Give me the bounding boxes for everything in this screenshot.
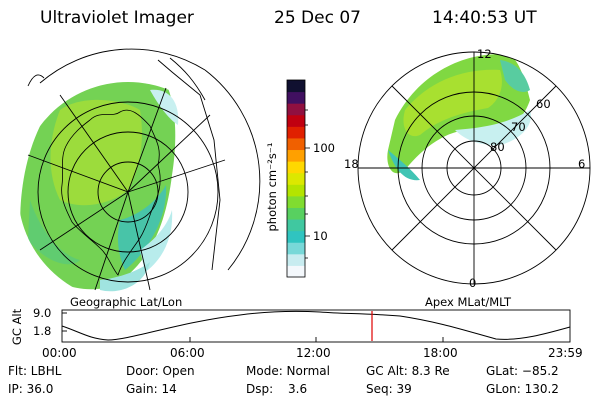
colorbar-swatch (287, 242, 305, 255)
mlt-label-0: 0 (469, 276, 477, 290)
mlat-label-80: 80 (490, 140, 505, 154)
gain-info: Gain: 14 (126, 382, 177, 396)
alt-xtick-0600: 06:00 (170, 346, 205, 360)
uv-image-magnetic (387, 54, 531, 181)
mlat-label-70: 70 (511, 120, 526, 134)
colorbar-swatch (287, 149, 305, 162)
alt-xtick-0000: 00:00 (42, 346, 77, 360)
colorbar-swatch (287, 114, 305, 127)
geographic-map (20, 48, 261, 292)
colorbar-swatch (287, 219, 305, 232)
seq-info: Seq: 39 (366, 382, 412, 396)
colorbar-swatch (287, 265, 305, 278)
colorbar-tick-10: 10 (313, 229, 328, 243)
mlat-label-60: 60 (536, 97, 551, 111)
colorbar-unit-label: photon cm⁻²s⁻¹ (265, 142, 279, 232)
colorbar-swatch (287, 230, 305, 243)
mlt-label-12: 12 (477, 47, 492, 61)
glon-info: GLon: 130.2 (486, 382, 559, 396)
colorbar-swatch (287, 137, 305, 151)
dsp-label: Dsp: (246, 382, 274, 396)
observation-time: 14:40:53 UT (432, 8, 537, 28)
mode-info: Mode: Normal (246, 364, 330, 378)
alt-plot-ylabel: GC Alt (10, 308, 24, 346)
alt-xtick-1800: 18:00 (423, 346, 458, 360)
colorbar-swatch (287, 103, 305, 116)
colorbar-swatch (287, 80, 305, 93)
dsp-value: 3.6 (288, 382, 308, 396)
altitude-curve (61, 310, 571, 341)
colorbar-swatch (287, 126, 305, 139)
filter-info: Flt: LBHL (8, 364, 62, 378)
colorbar-swatch (287, 172, 305, 185)
observation-date: 25 Dec 07 (274, 8, 361, 28)
mlt-label-18: 18 (344, 157, 359, 171)
instrument-title: Ultraviolet Imager (40, 8, 194, 28)
colorbar-swatch (287, 161, 305, 174)
alt-xtick-2359: 23:59 (548, 346, 583, 360)
mlt-label-6: 6 (578, 157, 586, 171)
magnetic-caption: Apex MLat/MLT (425, 295, 512, 309)
gc-alt-info: GC Alt: 8.3 Re (366, 364, 450, 378)
alt-ytick-1-8: 1.8 (33, 324, 52, 338)
colorbar-swatch (287, 184, 305, 197)
alt-ytick-9: 9.0 (33, 306, 52, 320)
colorbar-swatch (287, 91, 305, 104)
colorbar (287, 80, 305, 278)
glat-info: GLat: −85.2 (486, 364, 559, 378)
door-info: Door: Open (126, 364, 195, 378)
colorbar-swatch (287, 207, 305, 220)
altitude-plot (61, 309, 571, 343)
colorbar-swatch (287, 253, 305, 266)
colorbar-tick-100: 100 (313, 141, 335, 155)
colorbar-swatch (287, 195, 305, 208)
geographic-caption: Geographic Lat/Lon (70, 295, 183, 309)
alt-xtick-1200: 12:00 (296, 346, 331, 360)
ip-info: IP: 36.0 (8, 382, 54, 396)
antarctica-coastline (61, 109, 161, 276)
magnetic-map (357, 51, 591, 285)
